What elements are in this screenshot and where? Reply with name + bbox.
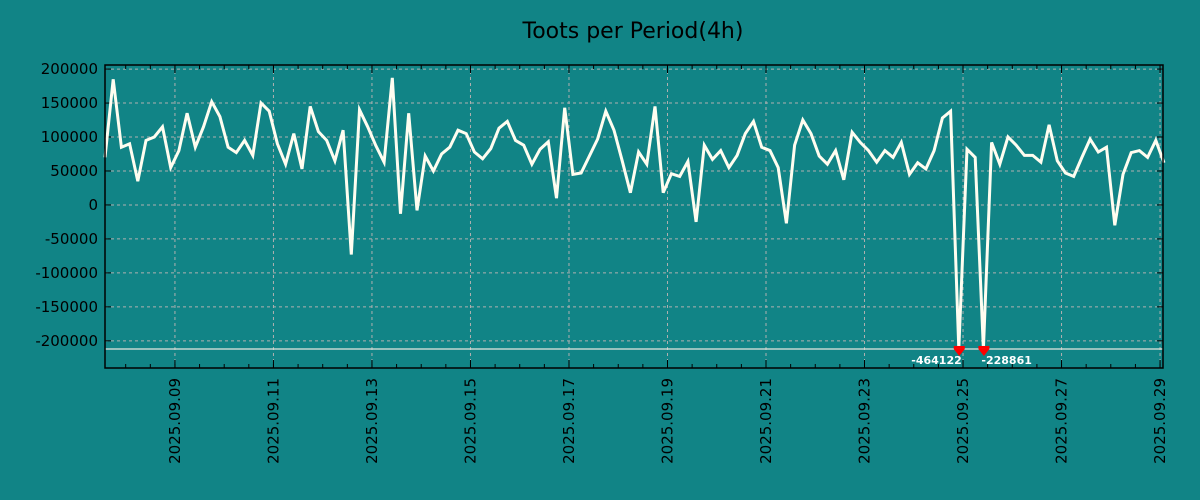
- annotations: -464122 -228861: [911, 345, 1032, 367]
- y-tick-label: -200000: [35, 332, 98, 350]
- x-tick-label: 2025.09.11: [264, 378, 282, 464]
- x-tick-label: 2025.09.23: [856, 378, 874, 464]
- y-tick-label: -150000: [35, 298, 98, 316]
- grid: [105, 65, 1163, 368]
- y-tick-label: 50000: [50, 162, 98, 180]
- x-tick-label: 2025.09.21: [757, 378, 775, 464]
- y-axis: 200000 150000 100000 50000 0 -50000 -100000 -15…: [35, 60, 1163, 350]
- x-tick-label: 2025.09.25: [954, 378, 972, 464]
- x-tick-label: 2025.09.15: [461, 378, 479, 464]
- y-tick-label: -50000: [45, 230, 98, 248]
- clip-marker-triangle-icon: [978, 348, 990, 356]
- y-tick-label: 150000: [41, 94, 98, 112]
- y-tick-label: 200000: [41, 60, 98, 78]
- clip-marker: [953, 345, 965, 349]
- x-tick-label: 2025.09.27: [1053, 378, 1071, 464]
- x-tick-label: 2025.09.19: [658, 378, 676, 464]
- clip-value-label: -228861: [981, 354, 1032, 367]
- clip-marker-triangle-icon: [953, 348, 965, 356]
- chart-title: Toots per Period(4h): [522, 19, 744, 44]
- clip-value-label: -464122: [911, 354, 962, 367]
- y-tick-label: 0: [88, 196, 98, 214]
- x-tick-label: 2025.09.29: [1151, 378, 1169, 464]
- x-tick-label: 2025.09.13: [363, 378, 381, 464]
- series-line-toots: [103, 77, 1166, 350]
- plot-frame: [104, 64, 1164, 369]
- x-axis: 2025.09.09 2025.09.11 2025.09.13 2025.09.15…: [125, 65, 1169, 464]
- y-tick-label: -100000: [35, 264, 98, 282]
- x-tick-label: 2025.09.09: [166, 378, 184, 464]
- clip-marker: [978, 345, 990, 349]
- y-tick-label: 100000: [41, 128, 98, 146]
- x-tick-label: 2025.09.17: [560, 378, 578, 464]
